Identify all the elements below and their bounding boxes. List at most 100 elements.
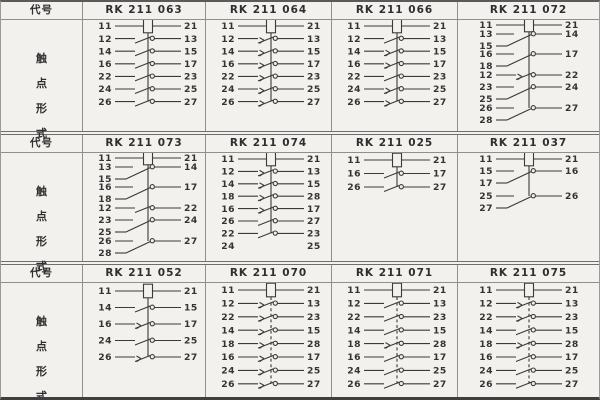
- svg-text:16: 16: [221, 59, 235, 70]
- svg-text:12: 12: [98, 203, 112, 214]
- svg-text:28: 28: [479, 115, 493, 126]
- svg-text:23: 23: [307, 229, 321, 240]
- svg-text:22: 22: [221, 312, 235, 323]
- svg-text:26: 26: [221, 216, 235, 227]
- contact-form-char: 式: [36, 389, 47, 400]
- contact-diagram-cell: 11 21 14 15 16 17 24 25 26 27: [83, 283, 205, 397]
- svg-text:13: 13: [307, 299, 321, 310]
- svg-text:13: 13: [307, 167, 321, 178]
- svg-text:23: 23: [433, 312, 447, 323]
- contact-diagram: 11 21 12 13 22 23 14 15 18 28 16 17 24 25 26 27: [479, 283, 579, 390]
- svg-text:27: 27: [307, 379, 321, 390]
- svg-text:16: 16: [347, 59, 361, 70]
- model-column: RK 211 066 11 21 12 13 14 15 16 17 22 23 24 25 26 27: [331, 2, 457, 170]
- svg-text:24: 24: [221, 366, 235, 377]
- svg-text:23: 23: [307, 312, 321, 323]
- svg-text:11: 11: [347, 155, 361, 166]
- model-title: RK 211 070: [206, 265, 331, 283]
- section-divider: [1, 261, 599, 265]
- svg-text:26: 26: [221, 379, 235, 390]
- svg-text:17: 17: [184, 59, 198, 70]
- svg-text:27: 27: [565, 103, 579, 114]
- contact-form-char: 触: [36, 184, 47, 198]
- svg-text:23: 23: [98, 215, 112, 226]
- contact-form-char: 形: [36, 364, 47, 378]
- svg-text:21: 21: [565, 20, 579, 31]
- svg-text:15: 15: [479, 41, 493, 52]
- contact-diagram: 11 21 12 13 22 23 14 15 18 28 16 17 24 25 26 27: [347, 283, 447, 390]
- svg-text:23: 23: [184, 72, 198, 83]
- svg-text:14: 14: [479, 325, 493, 336]
- table-section-1: 代号 触 点 形 式 RK 211 063 11 21 12 13 14 15 16 17 22…: [1, 2, 599, 170]
- svg-text:15: 15: [479, 166, 493, 177]
- svg-text:27: 27: [307, 216, 321, 227]
- svg-text:24: 24: [98, 84, 112, 95]
- model-title: RK 211 052: [83, 265, 205, 283]
- svg-text:28: 28: [565, 339, 579, 350]
- svg-text:16: 16: [479, 49, 493, 60]
- svg-text:21: 21: [184, 286, 198, 297]
- svg-text:12: 12: [221, 167, 235, 178]
- svg-text:25: 25: [307, 366, 321, 377]
- contact-form-char: 形: [36, 101, 47, 115]
- svg-text:26: 26: [347, 97, 361, 108]
- table-section-3: 代号 触 点 形 式 RK 211 052 11 21 14 15 16 17 24 25 26…: [1, 265, 599, 397]
- svg-text:24: 24: [221, 84, 235, 95]
- svg-text:15: 15: [307, 46, 321, 57]
- contact-form-char: 式: [36, 259, 47, 273]
- model-column: RK 211 064 11 21 12 13 14 15 16 17 22 23 24 25 26 27: [205, 2, 331, 170]
- svg-text:25: 25: [98, 227, 112, 238]
- svg-text:11: 11: [347, 285, 361, 296]
- svg-text:18: 18: [221, 191, 235, 202]
- svg-text:17: 17: [184, 182, 198, 193]
- svg-text:14: 14: [221, 179, 235, 190]
- contact-diagram-cell: 11 21 12 13 14 15 16 17 22 23 24 25 26 27: [206, 20, 331, 170]
- svg-text:16: 16: [565, 166, 579, 177]
- svg-text:21: 21: [307, 154, 321, 165]
- model-column: RK 211 071 11 21 12 13 22 23 14 15 18 28 16 17 24 25 2…: [331, 265, 457, 397]
- svg-text:27: 27: [184, 97, 198, 108]
- svg-text:22: 22: [565, 70, 579, 81]
- contact-diagram-cell: 11 21 12 13 14 15 16 17 22 23 24 25 26 27: [83, 20, 205, 170]
- svg-text:21: 21: [565, 154, 579, 165]
- svg-text:12: 12: [347, 34, 361, 45]
- svg-text:17: 17: [307, 59, 321, 70]
- svg-text:21: 21: [307, 285, 321, 296]
- table-section-2: 代号 触 点 形 式 RK 211 073 11 21 13 14 15 16 17 18 12…: [1, 135, 599, 303]
- svg-text:16: 16: [347, 352, 361, 363]
- contact-form-label: 触 点 形 式: [1, 153, 82, 303]
- label-column: 代号 触 点 形 式: [1, 2, 82, 170]
- contact-diagram: 11 21 14 15 16 17 24 25 26 27: [98, 283, 198, 363]
- model-title: RK 211 066: [332, 2, 457, 20]
- svg-text:11: 11: [221, 285, 235, 296]
- svg-text:27: 27: [433, 182, 447, 193]
- svg-text:11: 11: [98, 153, 112, 164]
- svg-text:25: 25: [184, 84, 198, 95]
- model-column: RK 211 072 11 21 13 14 15 16 17 18 12 22 23 24 25 26 2…: [457, 2, 599, 170]
- code-header-label: 代号: [1, 2, 82, 20]
- svg-text:28: 28: [307, 191, 321, 202]
- svg-text:24: 24: [98, 336, 112, 347]
- svg-text:24: 24: [221, 241, 235, 252]
- svg-text:21: 21: [184, 21, 198, 32]
- contact-diagram: 11 21 12 13 22 23 14 15 18 28 16 17 24 25 26 27: [221, 283, 321, 390]
- model-title: RK 211 063: [83, 2, 205, 20]
- svg-text:11: 11: [347, 21, 361, 32]
- svg-text:17: 17: [307, 352, 321, 363]
- svg-text:11: 11: [479, 285, 493, 296]
- model-title: RK 211 071: [332, 265, 457, 283]
- svg-text:11: 11: [221, 154, 235, 165]
- svg-text:27: 27: [433, 379, 447, 390]
- svg-text:25: 25: [307, 84, 321, 95]
- svg-text:15: 15: [433, 46, 447, 57]
- svg-text:13: 13: [307, 34, 321, 45]
- svg-text:17: 17: [479, 178, 493, 189]
- svg-text:13: 13: [184, 34, 198, 45]
- svg-text:21: 21: [433, 155, 447, 166]
- svg-text:17: 17: [307, 204, 321, 215]
- svg-text:16: 16: [347, 169, 361, 180]
- svg-text:16: 16: [98, 319, 112, 330]
- svg-text:21: 21: [565, 285, 579, 296]
- svg-text:23: 23: [307, 72, 321, 83]
- svg-text:14: 14: [347, 325, 361, 336]
